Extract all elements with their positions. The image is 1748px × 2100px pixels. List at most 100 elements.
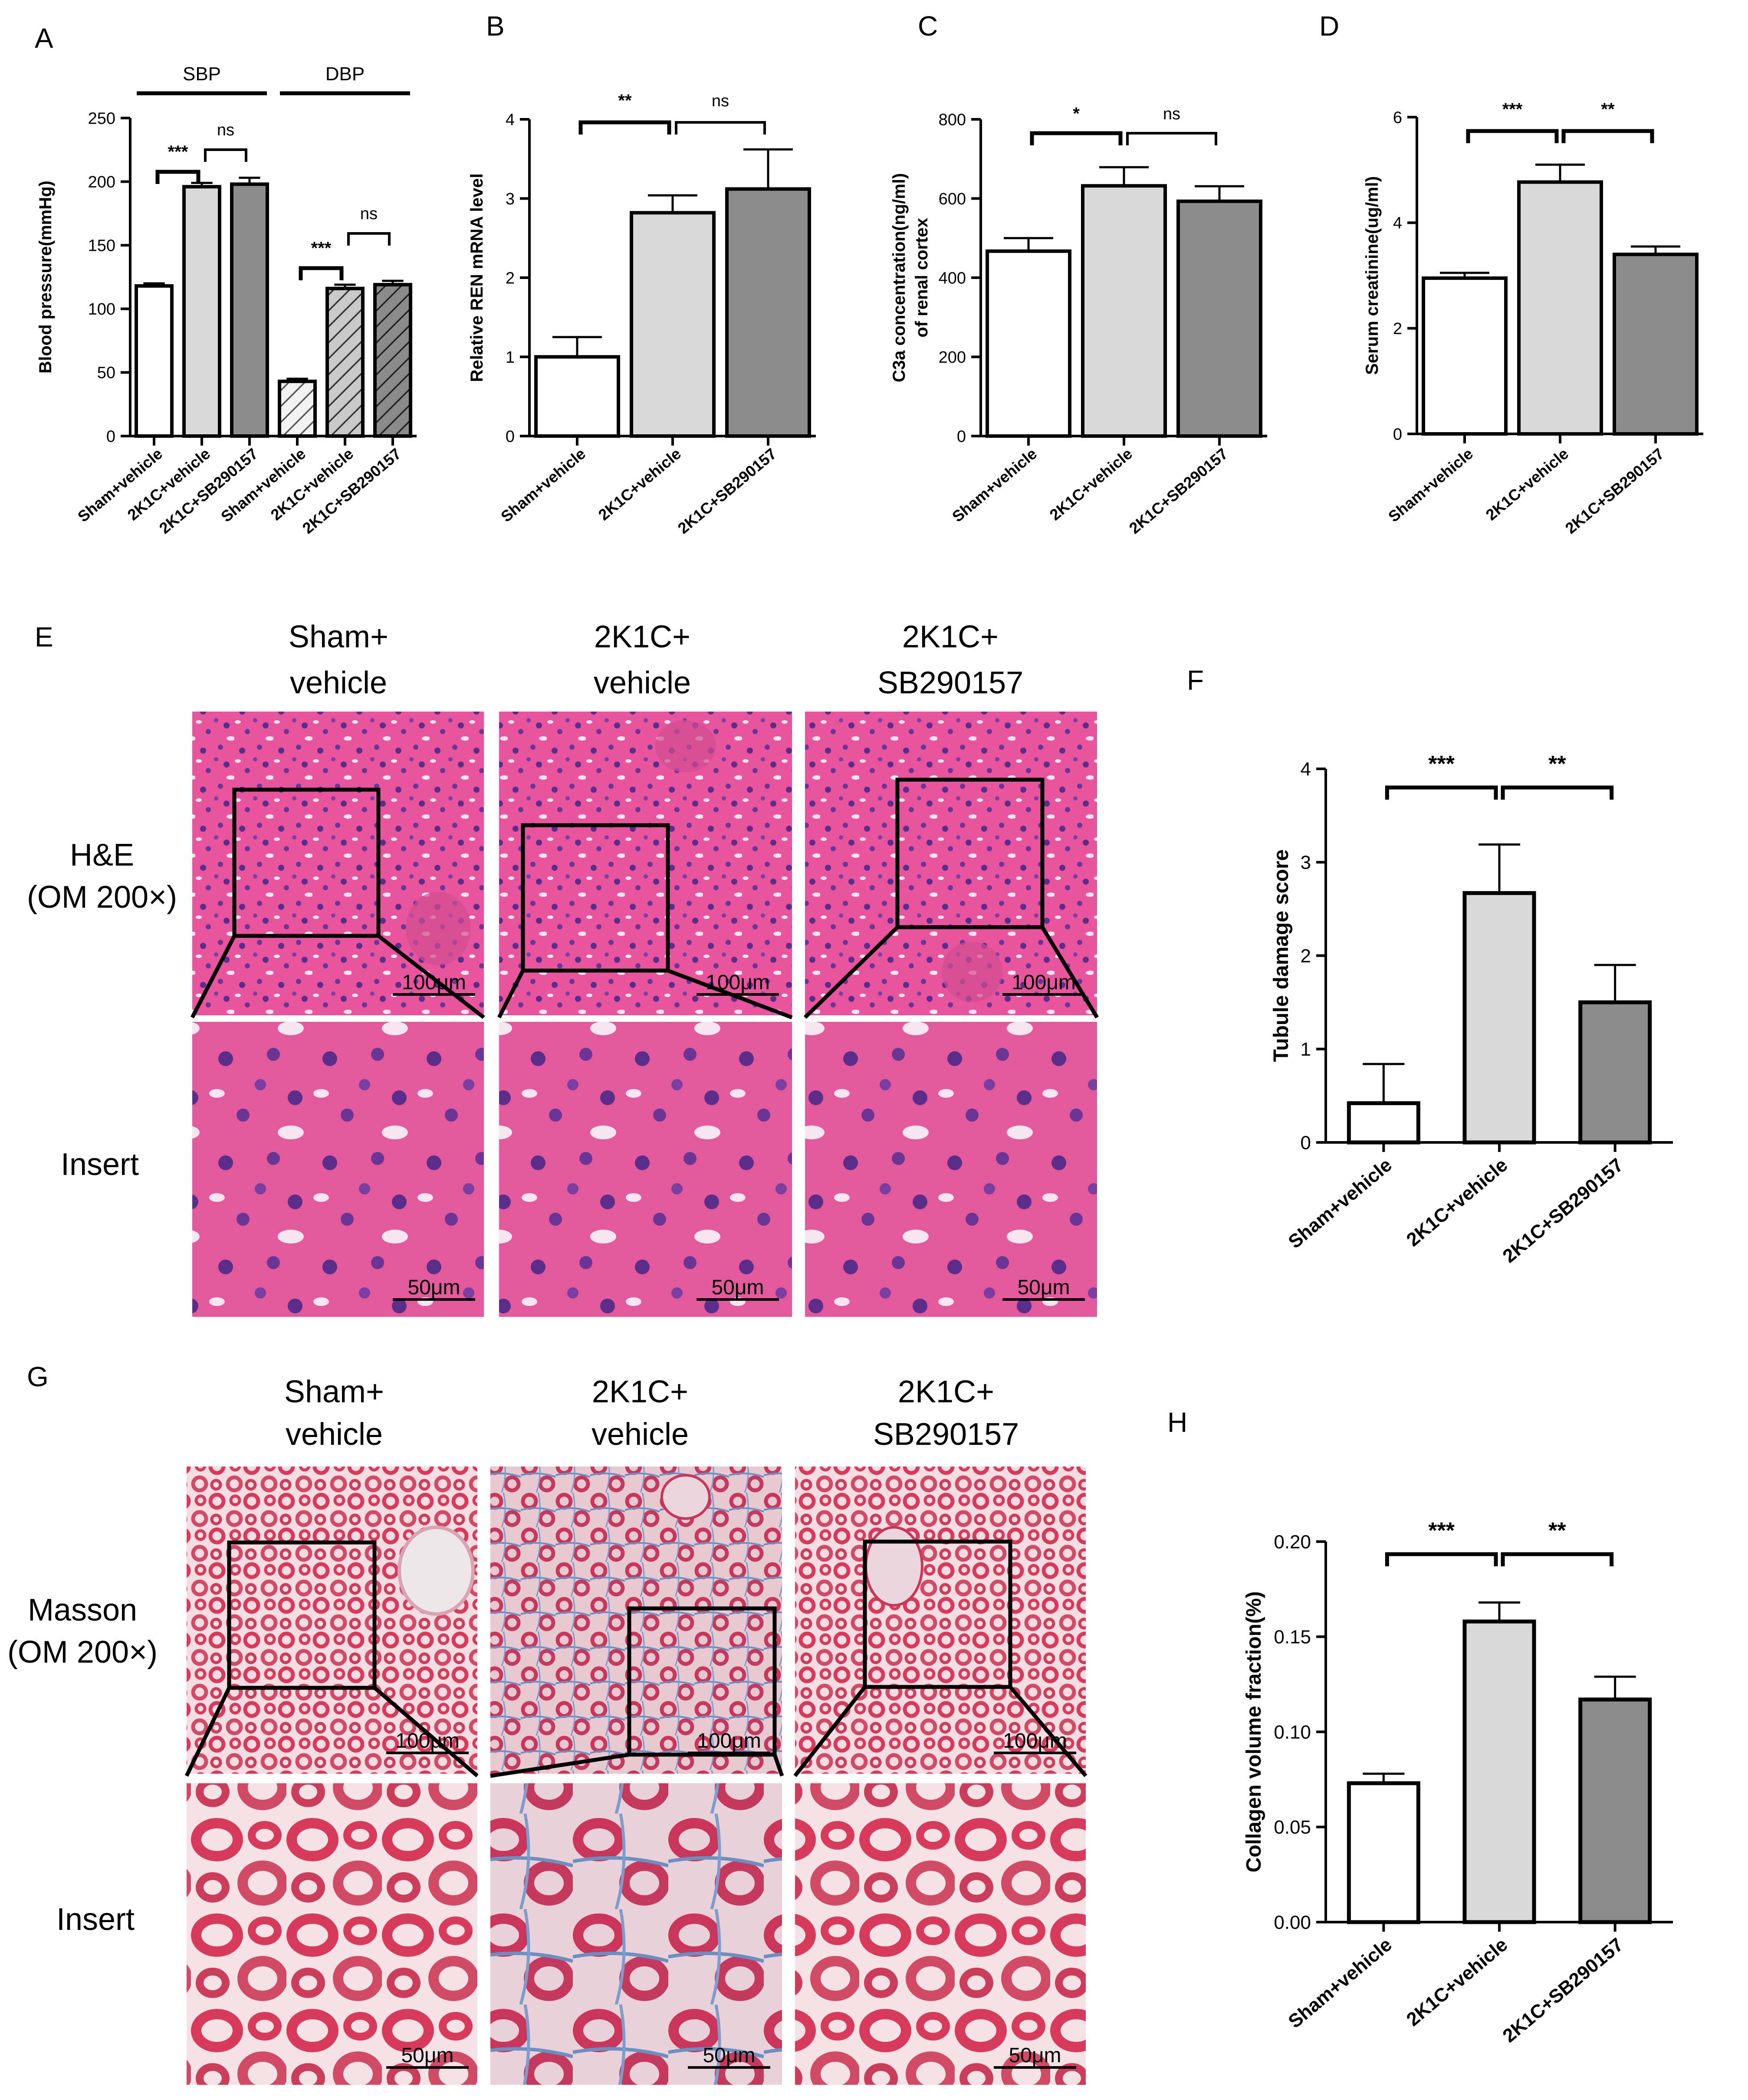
y-tick-label: 0.15 [1274, 1627, 1311, 1648]
x-tick-label: 2K1C+SB290157 [674, 445, 780, 537]
significance-bracket [1501, 785, 1614, 800]
bar [534, 355, 620, 438]
scale-bar-label: 50μm [1009, 2044, 1061, 2067]
panel-letter-d: D [1319, 10, 1339, 42]
y-tick-label: 100 [88, 300, 115, 318]
significance-label: ** [1601, 100, 1615, 119]
masson-column-title-sham: Sham+ vehicle [284, 1375, 384, 1452]
panel-letter-c: C [918, 10, 938, 42]
y-axis-label: Blood pressure(mmHg) [36, 180, 55, 374]
he-insert-label: Insert [61, 1147, 139, 1182]
scale-bar-label: 100μm [402, 971, 466, 994]
y-tick-label: 200 [939, 348, 966, 367]
masson-zoom-line [490, 1752, 630, 1778]
significance-bracket [347, 232, 391, 246]
scale-bar-label: 100μm [1003, 1729, 1067, 1752]
masson-micrograph-sham [187, 1467, 477, 1774]
chart-panel-h: 0.00 0.05 0.10 0.15 0.20 Collagen volume frac… [1242, 1518, 1673, 2047]
x-tick-label: 2K1C+vehicle [1403, 1154, 1512, 1250]
x-tick-label: Sham+vehicle [497, 445, 589, 525]
y-axis-label: Relative REN mRNA level [467, 174, 486, 382]
he-title-line: vehicle [594, 666, 691, 700]
scale-bar-label: 50μm [401, 2044, 453, 2067]
y-tick-label: 50 [97, 364, 115, 382]
y-tick-label: 600 [939, 190, 966, 208]
bar [1613, 253, 1699, 436]
x-tick-label: 2K1C+vehicle [595, 445, 684, 524]
significance-label: *** [1428, 1518, 1455, 1543]
significance-bracket [1385, 785, 1498, 800]
y-tick-label: 0.05 [1274, 1817, 1311, 1838]
scale-bar-label: 100μm [697, 1729, 761, 1752]
masson-title-line: vehicle [286, 1417, 383, 1452]
he-inset-box [521, 823, 670, 973]
y-tick-label: 0 [506, 427, 515, 446]
masson-zoom-line [373, 1686, 479, 1778]
bar [325, 286, 365, 438]
he-histology-panel: Sham+ vehicle 2K1C+ vehicle 2K1C+ SB2901… [27, 620, 1099, 1317]
he-inset-box [895, 778, 1045, 929]
bar [182, 185, 221, 438]
significance-label: ** [1548, 751, 1566, 777]
he-title-line: SB290157 [877, 666, 1023, 700]
masson-inset-box [863, 1539, 1012, 1689]
masson-insert-sb290157 [795, 1783, 1086, 2085]
he-insert-sb290157 [805, 1022, 1097, 1317]
y-tick-label: 3 [1301, 852, 1311, 873]
x-tick-label: Sham+vehicle [1284, 1154, 1396, 1253]
y-tick-label: 0 [957, 427, 966, 446]
he-title-line: vehicle [290, 666, 387, 700]
y-tick-label: 1 [506, 348, 515, 367]
y-axis-label: of renal cortex [912, 218, 931, 338]
x-tick-label: Sham+vehicle [949, 445, 1040, 525]
x-tick-label: 2K1C+vehicle [267, 445, 357, 524]
significance-bracket [1385, 1552, 1498, 1566]
bar [1176, 199, 1262, 438]
y-axis-label: C3a concentration(ng/ml) [890, 173, 909, 382]
he-title-line: Sham+ [289, 620, 388, 654]
he-title-line: 2K1C+ [594, 620, 690, 654]
y-tick-label: 4 [506, 111, 515, 129]
significance-bracket [1501, 1552, 1614, 1566]
panel-letters: A B C D E F G H [27, 10, 1339, 1438]
bar [1578, 1697, 1652, 1924]
masson-histology-panel: Sham+ vehicle 2K1C+ vehicle 2K1C+ SB2901… [7, 1375, 1088, 2085]
significance-label: ns [712, 92, 729, 110]
masson-title-line: vehicle [591, 1417, 689, 1452]
masson-zoom-line [1009, 1686, 1088, 1777]
significance-label: ns [360, 205, 378, 223]
bar [373, 283, 412, 438]
bar [1578, 1000, 1652, 1145]
x-tick-label: 2K1C+SB290157 [1498, 1154, 1627, 1267]
y-tick-label: 0 [1301, 1132, 1311, 1153]
y-tick-label: 2 [1301, 945, 1311, 967]
he-glomerulus [942, 942, 1002, 1002]
significance-bracket [204, 148, 247, 162]
y-tick-label: 250 [88, 109, 115, 128]
y-tick-label: 0.00 [1274, 1912, 1311, 1933]
y-tick-label: 400 [939, 269, 966, 287]
masson-column-title-sb290157: 2K1C+ SB290157 [873, 1375, 1019, 1452]
masson-glomerulus [660, 1474, 711, 1520]
masson-glomerulus [398, 1526, 475, 1616]
bar [1517, 180, 1603, 436]
significance-label: *** [1502, 100, 1523, 119]
y-tick-label: 0 [1393, 425, 1402, 443]
masson-title-line: SB290157 [873, 1417, 1019, 1452]
y-tick-label: 800 [939, 111, 966, 129]
bar [1462, 891, 1536, 1145]
x-tick-label: 2K1C+vehicle [1403, 1934, 1512, 2030]
significance-label: ** [618, 91, 632, 110]
he-micrograph-2k1c [499, 712, 792, 1015]
significance-bracket [155, 170, 200, 184]
masson-insert-sham [187, 1783, 477, 2085]
significance-label: ns [1163, 105, 1180, 123]
masson-scale-bars: 100μm 100μm 100μm 50μm 50μm 50μm [386, 1729, 1076, 2069]
chart-panel-a: 0 50 100 150 200 250 Blood pressure(mmHg) Sham+… [36, 63, 417, 537]
x-tick-label: 2K1C+SB290157 [1562, 445, 1667, 537]
y-axis-label: Tubule damage score [1270, 850, 1293, 1062]
he-scale-bars: 100μm 100μm 100μm 50μm 50μm 50μm [393, 971, 1085, 1301]
he-glomerulus [406, 892, 471, 965]
x-tick-label: Sham+vehicle [1284, 1934, 1396, 2032]
y-tick-label: 0 [106, 427, 115, 446]
